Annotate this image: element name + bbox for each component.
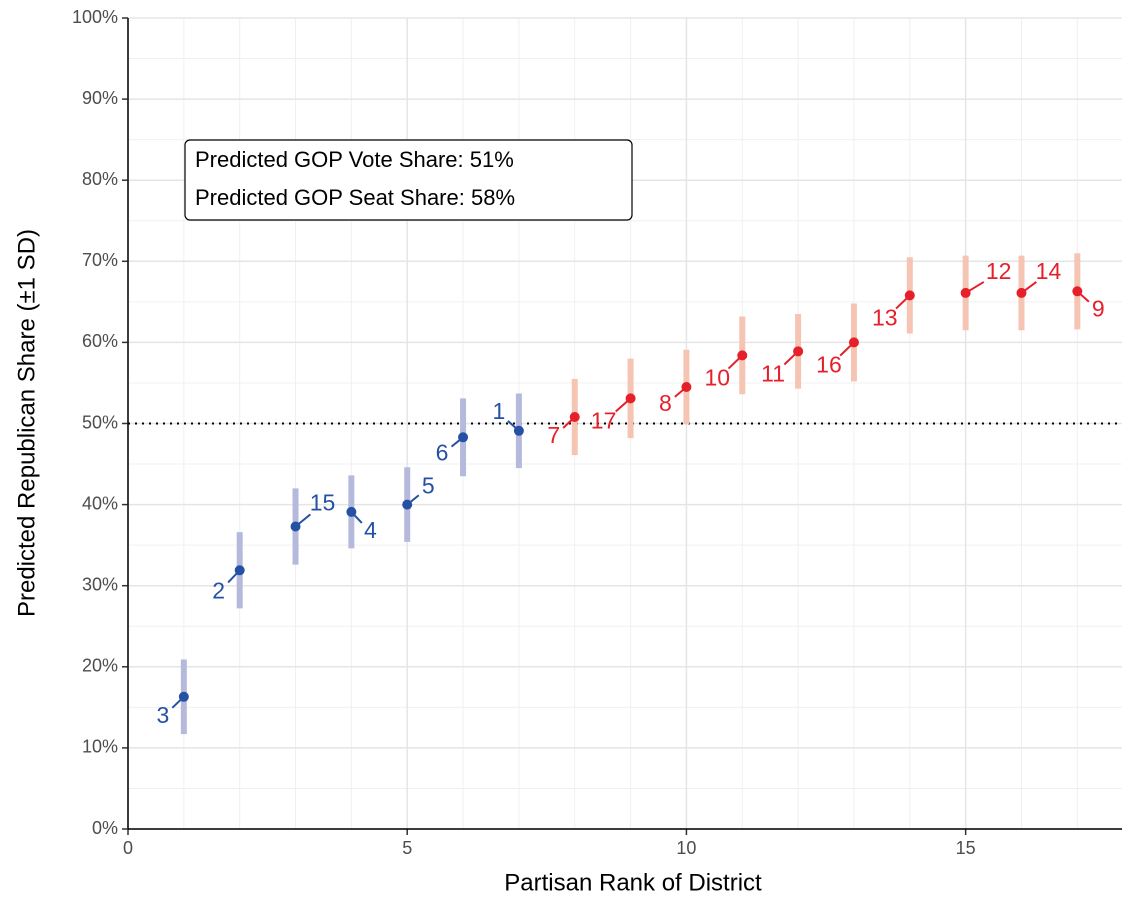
x-tick-label: 5 — [402, 838, 412, 858]
point-label: 15 — [310, 490, 336, 516]
point-label: 17 — [591, 407, 617, 433]
point-label: 10 — [704, 364, 730, 390]
x-tick-label: 10 — [676, 838, 696, 858]
point — [1072, 286, 1083, 297]
point-label: 12 — [986, 258, 1012, 284]
point — [737, 350, 748, 361]
point-label: 14 — [1036, 258, 1062, 284]
point — [346, 506, 357, 517]
point-label: 16 — [816, 351, 842, 377]
x-tick-label: 15 — [956, 838, 976, 858]
point — [290, 521, 301, 532]
y-tick-label: 20% — [82, 656, 118, 676]
point-label: 5 — [422, 473, 435, 499]
point-label: 6 — [436, 439, 449, 465]
point-label: 13 — [872, 304, 898, 330]
point-label: 11 — [761, 360, 785, 386]
point-label: 2 — [212, 577, 225, 603]
point — [681, 382, 692, 393]
point-label: 4 — [364, 517, 377, 543]
point — [178, 691, 189, 702]
point — [625, 393, 636, 404]
point — [793, 346, 804, 357]
annotation: Predicted GOP Seat Share: 58% — [195, 185, 515, 210]
y-tick-label: 60% — [82, 331, 118, 351]
y-tick-label: 0% — [92, 818, 118, 838]
point-label: 7 — [547, 422, 560, 448]
annotation-box — [184, 139, 633, 221]
x-tick-label: 0 — [123, 838, 133, 858]
annotation: Predicted GOP Vote Share: 51% — [195, 147, 514, 172]
point — [458, 432, 469, 443]
point — [569, 412, 580, 423]
x-axis-title: Partisan Rank of District — [504, 869, 762, 896]
point-label: 3 — [156, 702, 169, 728]
point — [234, 565, 245, 576]
point — [848, 337, 859, 348]
y-tick-label: 70% — [82, 250, 118, 270]
point — [1016, 287, 1027, 298]
y-tick-label: 100% — [72, 7, 118, 27]
point-label: 1 — [493, 398, 506, 424]
y-tick-label: 30% — [82, 574, 118, 594]
point-label: 8 — [659, 390, 672, 416]
y-axis-title: Predicted Republican Share (±1 SD) — [13, 229, 40, 617]
point — [402, 499, 413, 510]
y-tick-label: 50% — [82, 412, 118, 432]
point — [904, 290, 915, 301]
y-tick-label: 80% — [82, 169, 118, 189]
y-tick-label: 90% — [82, 88, 118, 108]
point — [513, 425, 524, 436]
point-label: 9 — [1092, 295, 1105, 321]
y-tick-label: 40% — [82, 493, 118, 513]
y-tick-label: 10% — [82, 737, 118, 757]
point — [960, 287, 971, 298]
